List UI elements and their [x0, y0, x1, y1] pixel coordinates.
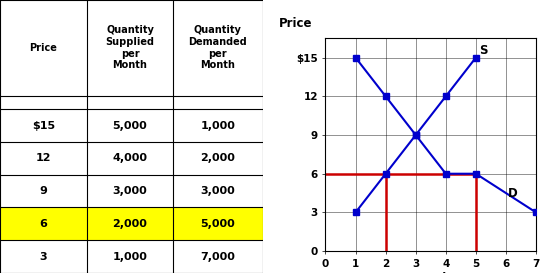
Bar — [0, 207, 263, 240]
Text: 3,000: 3,000 — [201, 186, 235, 196]
Text: 9: 9 — [39, 186, 47, 196]
Text: 2,000: 2,000 — [201, 153, 235, 163]
Text: 12: 12 — [36, 153, 51, 163]
Text: Price: Price — [30, 43, 57, 53]
Text: 5,000: 5,000 — [201, 219, 235, 229]
Text: 6: 6 — [39, 219, 47, 229]
X-axis label: Quantity: Quantity — [402, 272, 459, 273]
Text: $15: $15 — [32, 121, 55, 130]
Text: 5,000: 5,000 — [113, 121, 147, 130]
Text: Price: Price — [279, 17, 313, 30]
Text: 3,000: 3,000 — [113, 186, 147, 196]
Text: 1,000: 1,000 — [201, 121, 235, 130]
Text: 7,000: 7,000 — [201, 252, 235, 262]
Text: 2,000: 2,000 — [113, 219, 147, 229]
Text: Quantity
Supplied
per
Month: Quantity Supplied per Month — [106, 25, 154, 70]
Text: 3: 3 — [39, 252, 47, 262]
Text: S: S — [479, 44, 487, 57]
Text: D: D — [508, 187, 517, 200]
Text: 4,000: 4,000 — [113, 153, 148, 163]
Text: Quantity
Demanded
per
Month: Quantity Demanded per Month — [189, 25, 247, 70]
Text: 1,000: 1,000 — [113, 252, 147, 262]
